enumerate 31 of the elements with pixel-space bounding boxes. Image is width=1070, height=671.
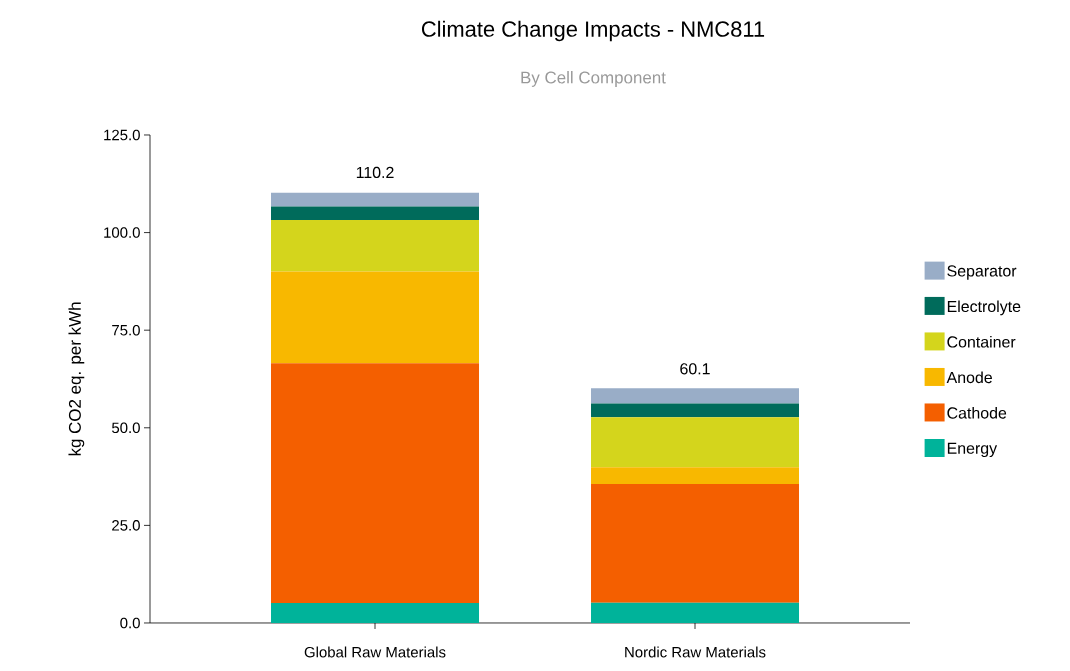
chart-title: Climate Change Impacts - NMC811 bbox=[421, 20, 765, 42]
bar bbox=[271, 206, 480, 221]
chart-subtitle: By Cell Component bbox=[521, 71, 666, 87]
bar bbox=[591, 388, 800, 404]
x-tick-label: Global Raw Materials bbox=[304, 646, 446, 658]
y-tick-label: 0.0 bbox=[120, 617, 140, 629]
total-label: 60.1 bbox=[680, 363, 710, 375]
legend-label: Energy bbox=[947, 442, 998, 458]
total-label: 110.2 bbox=[356, 166, 394, 179]
y-tick-label: 75.0 bbox=[112, 324, 140, 336]
bar bbox=[271, 192, 480, 207]
x-tick-label: Nordic Raw Materials bbox=[625, 646, 766, 658]
y-tick-label: 100.0 bbox=[104, 227, 140, 238]
y-axis-title: kg CO2 eq. per kWh bbox=[68, 302, 85, 456]
bar bbox=[591, 467, 800, 484]
y-tick-label: 125.0 bbox=[104, 129, 140, 141]
bar bbox=[271, 271, 480, 364]
bar bbox=[591, 484, 800, 603]
bar bbox=[591, 417, 800, 468]
bar bbox=[591, 403, 800, 418]
bar bbox=[591, 602, 800, 623]
legend-label: Anode bbox=[946, 371, 992, 384]
bar bbox=[271, 603, 480, 623]
bar bbox=[271, 363, 480, 604]
legend-label: Container bbox=[947, 335, 1016, 348]
bar bbox=[271, 220, 480, 272]
y-tick-label: 25.0 bbox=[112, 520, 140, 531]
legend-label: Separator bbox=[947, 265, 1017, 280]
legend-label: Electrolyte bbox=[947, 300, 1021, 316]
y-tick-label: 50.0 bbox=[112, 422, 140, 434]
legend-label: Cathode bbox=[947, 406, 1007, 419]
